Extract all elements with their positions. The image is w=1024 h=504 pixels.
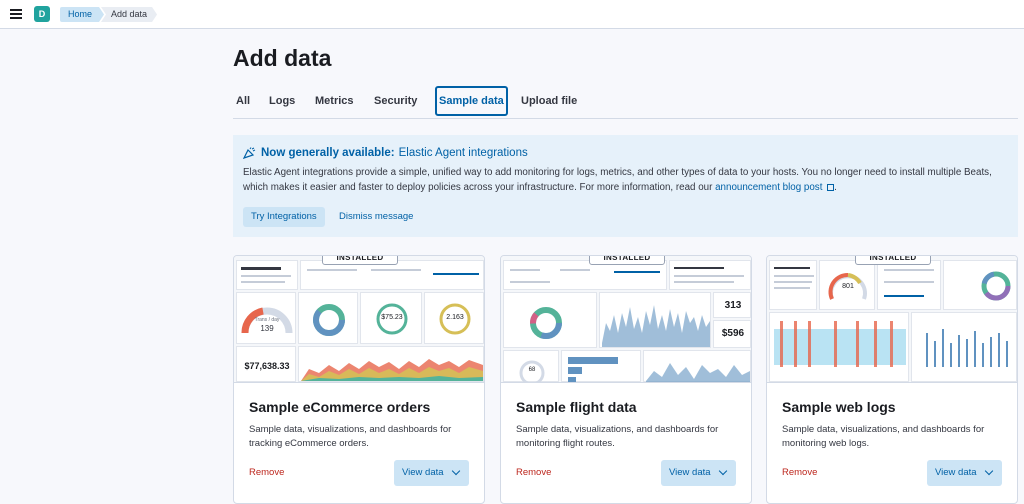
metric-value: 2.163	[446, 314, 464, 321]
gauge-chart-icon	[828, 272, 867, 300]
tab-security[interactable]: Security	[374, 95, 418, 107]
area-chart-icon	[301, 359, 483, 381]
tab-logs[interactable]: Logs	[269, 95, 296, 107]
callout-body: Elastic Agent integrations provide a sim…	[243, 165, 1013, 195]
callout-body-text: Elastic Agent integrations provide a sim…	[243, 167, 992, 193]
installed-badge: INSTALLED	[855, 256, 931, 265]
view-data-button[interactable]: View data	[927, 460, 1002, 486]
ecommerce-dashboard-preview: Trans / day 139 $75.23 2.163 $77,638.33	[234, 256, 484, 383]
weblogs-dashboard-preview: 801	[767, 256, 1017, 383]
metric-value: 68	[528, 367, 536, 373]
remove-button[interactable]: Remove	[249, 467, 285, 478]
bar-chart-icon	[774, 321, 906, 367]
chevron-down-icon	[984, 466, 994, 476]
flights-dashboard-preview: 313 $596 68	[501, 256, 751, 383]
metric-value: 313	[724, 300, 742, 311]
card-description: Sample data, visualizations, and dashboa…	[516, 424, 719, 449]
sample-card-weblogs: 801 INSTALLED Sample web logs Sample dat…	[766, 255, 1018, 504]
view-data-button[interactable]: View data	[394, 460, 469, 486]
card-title: Sample web logs	[782, 399, 896, 415]
card-description: Sample data, visualizations, and dashboa…	[782, 424, 985, 449]
breadcrumb: Home Add data	[60, 7, 157, 22]
callout-title: Now generally available: Elastic Agent i…	[243, 147, 528, 159]
card-title: Sample eCommerce orders	[249, 399, 431, 415]
donut-chart-icon	[439, 303, 471, 335]
top-header-bar: D Home Add data	[0, 0, 1024, 29]
gauge-chart-icon	[241, 307, 293, 334]
card-description: Sample data, visualizations, and dashboa…	[249, 424, 452, 449]
gauge-value: 139	[260, 324, 274, 333]
donut-chart-icon	[313, 304, 345, 336]
tab-metrics[interactable]: Metrics	[315, 95, 354, 107]
view-data-label: View data	[402, 467, 444, 478]
breadcrumb-home[interactable]: Home	[60, 7, 104, 22]
try-integrations-button[interactable]: Try Integrations	[243, 207, 325, 227]
revenue-metric: $77,638.33	[244, 361, 290, 371]
gauge-chart-icon	[519, 360, 545, 382]
card-title: Sample flight data	[516, 399, 637, 415]
installed-badge: INSTALLED	[589, 256, 665, 265]
installed-badge: INSTALLED	[322, 256, 398, 265]
remove-button[interactable]: Remove	[782, 467, 818, 478]
tab-bar: All Logs Metrics Security Sample data Up…	[233, 86, 1018, 119]
integrations-callout: Now generally available: Elastic Agent i…	[233, 135, 1018, 237]
view-data-label: View data	[935, 467, 977, 478]
menu-icon[interactable]	[10, 9, 22, 19]
cheer-icon	[243, 147, 256, 159]
scatter-chart-icon	[926, 329, 1008, 367]
sample-card-ecommerce: Trans / day 139 $75.23 2.163 $77,638.33 …	[233, 255, 485, 504]
tab-sample-data[interactable]: Sample data	[435, 86, 508, 116]
donut-chart-icon	[376, 303, 408, 335]
bar-chart-icon	[568, 357, 618, 382]
breadcrumb-current: Add data	[101, 7, 157, 22]
callout-title-strong: Now generally available:	[261, 147, 395, 159]
metric-value: $75.23	[381, 314, 403, 321]
tab-upload-file[interactable]: Upload file	[521, 95, 578, 107]
view-data-button[interactable]: View data	[661, 460, 736, 486]
sample-card-flights: 313 $596 68 INSTALLED Sample flight data…	[500, 255, 752, 504]
callout-title-rest: Elastic Agent integrations	[398, 147, 528, 159]
page-title: Add data	[233, 45, 332, 71]
announcement-blog-link[interactable]: announcement blog post	[715, 182, 823, 193]
callout-body-end: .	[834, 182, 837, 193]
chevron-down-icon	[718, 466, 728, 476]
view-data-label: View data	[669, 467, 711, 478]
donut-chart-icon	[530, 307, 562, 339]
tab-all[interactable]: All	[236, 95, 251, 107]
dismiss-message-button[interactable]: Dismiss message	[339, 211, 414, 222]
chevron-down-icon	[451, 466, 461, 476]
donut-chart-icon	[981, 271, 1011, 301]
gauge-caption: Trans / day	[254, 317, 280, 323]
space-avatar[interactable]: D	[34, 6, 50, 22]
area-chart-icon	[646, 363, 750, 382]
remove-button[interactable]: Remove	[516, 467, 552, 478]
metric-value: $596	[721, 328, 745, 339]
gauge-value: 801	[842, 283, 854, 290]
external-link-icon	[827, 184, 835, 191]
line-chart-icon	[602, 305, 710, 347]
main-content: Add data All Logs Metrics Security Sampl…	[233, 29, 1024, 504]
